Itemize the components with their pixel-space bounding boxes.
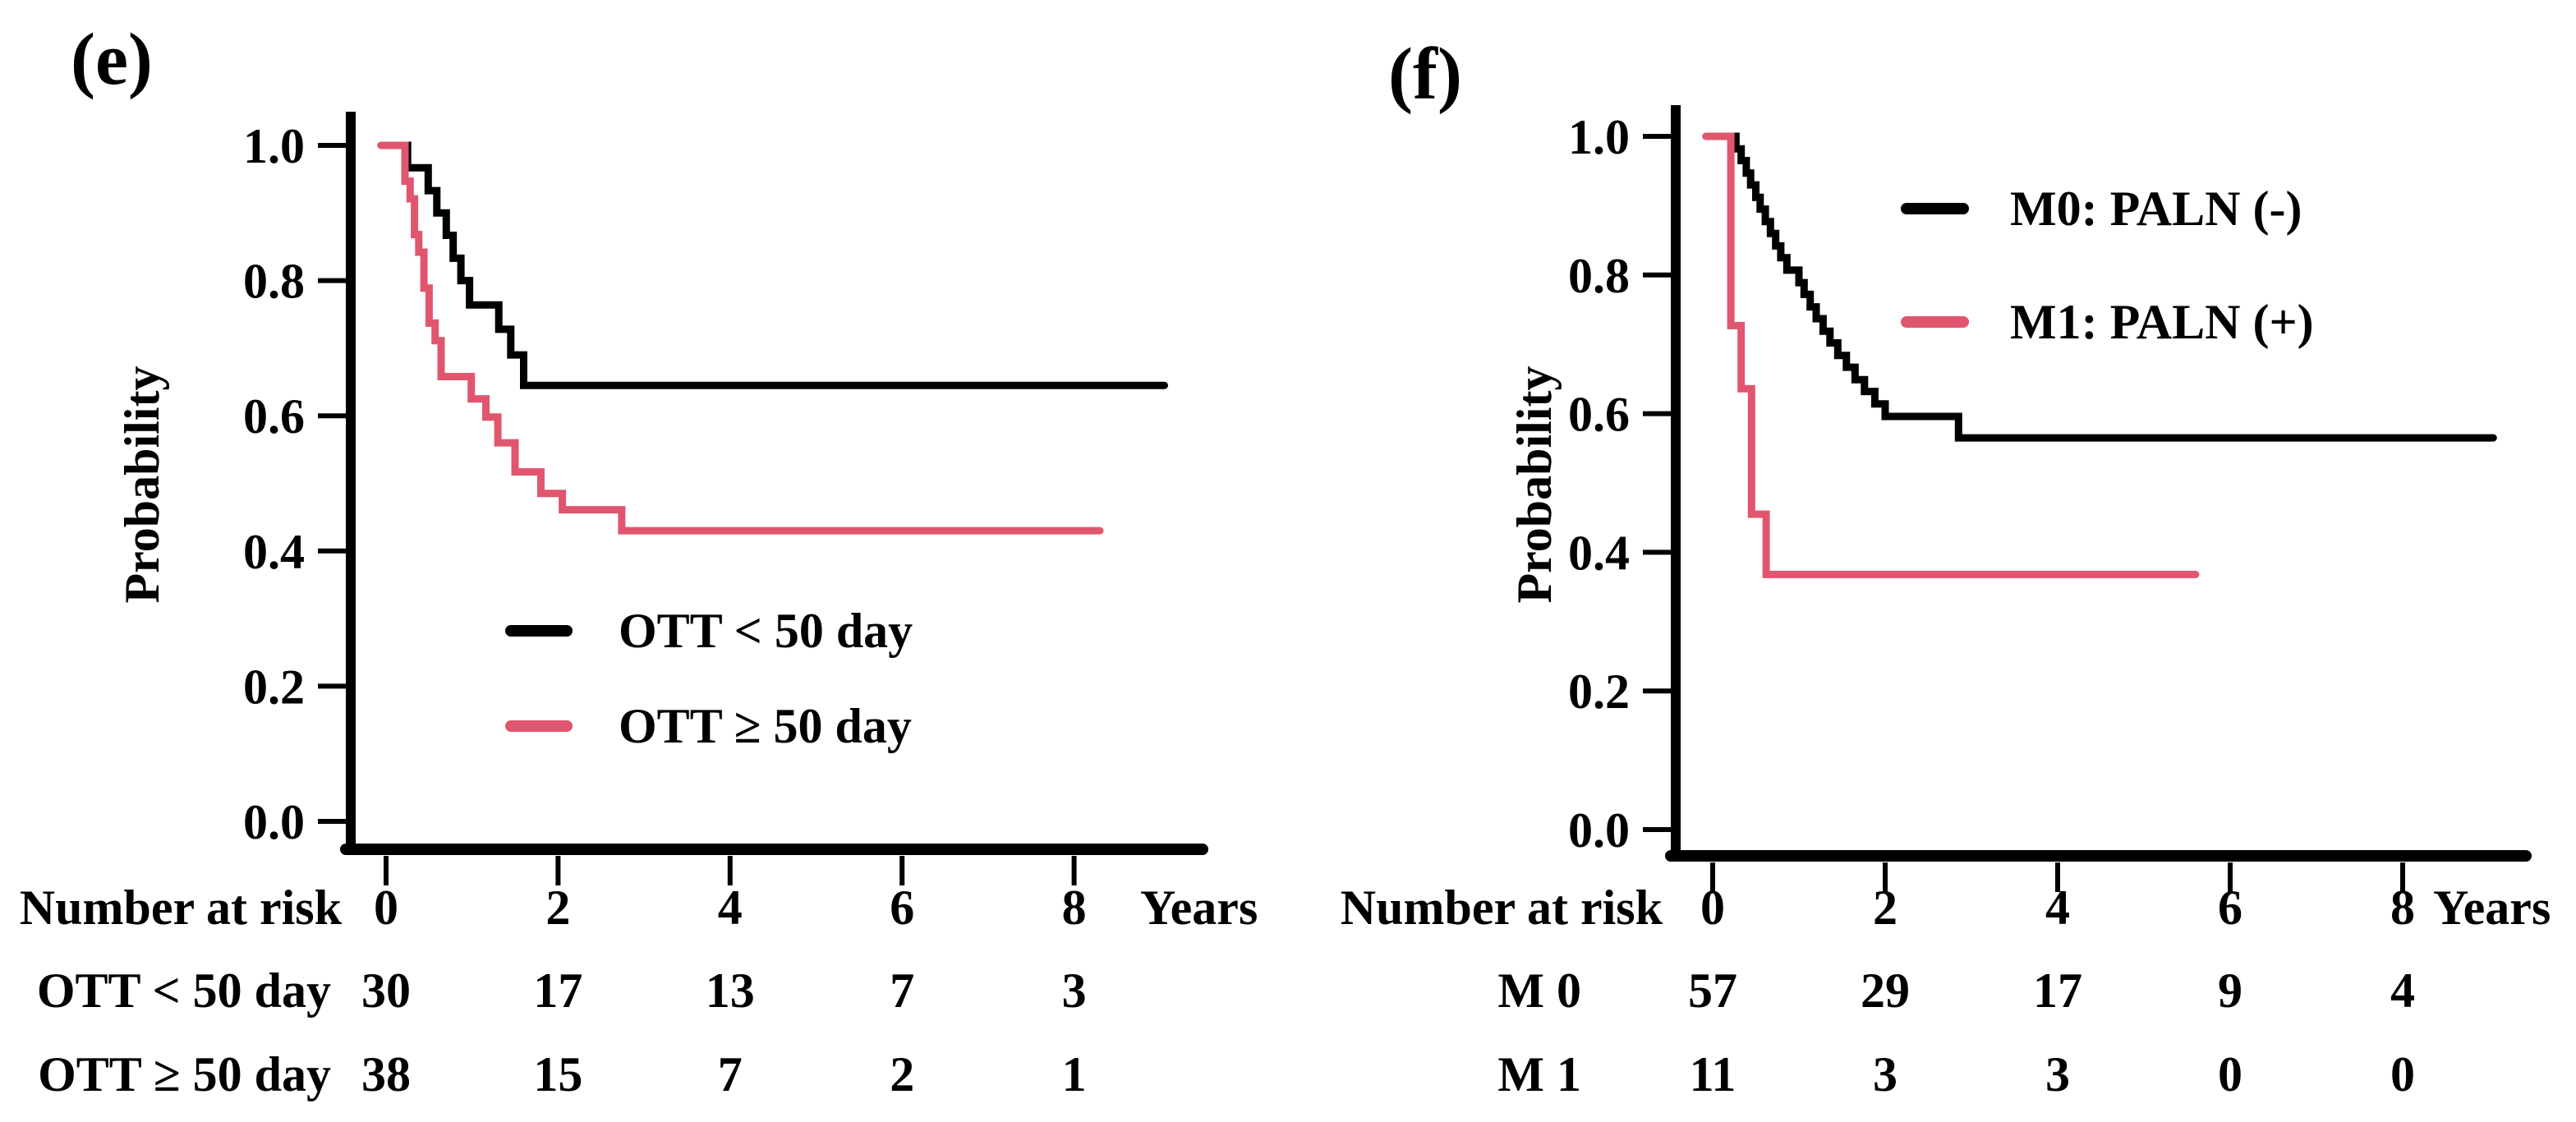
panel-e-curves [377,141,1168,535]
y-tick-label: 0.6 [1568,388,1630,442]
x-tick-label: 6 [890,881,914,935]
y-tick-label: 0.6 [243,389,305,444]
risk-row-label-m0: M 0 [1497,963,1581,1018]
panel-f: (f) Probability 1.00.80.60.40.20.00 2 4 6 8 … [1341,34,2551,1101]
legend-label-ott-lt50: OTT < 50 day [619,604,913,658]
x-tick-label: 6 [2218,881,2242,935]
panel-e-axes: 1.0 0.8 0.6 0.4 0.2 0.0 0 2 4 6 8 [243,112,1208,935]
km-curve-f-1 [1702,132,2200,578]
risk-count: 3 [1873,1047,1898,1101]
risk-count: 0 [2218,1047,2242,1101]
risk-count: 29 [1861,963,1910,1018]
x-tick-label: 4 [2045,881,2070,935]
panel-f-title: (f) [1388,34,1462,115]
panel-f-x-axis-unit: Years [2433,881,2551,935]
x-tick-label: 0 [374,881,398,935]
panel-e: (e) Probability 1.00.80.60.40.20.00 2 4 6 8 … [20,19,1258,1101]
risk-row-label-m1: M 1 [1497,1047,1581,1101]
risk-counts: 57 29 17 9 4 11 3 3 0 0 [1688,963,2415,1101]
y-tick-label: 0.0 [1568,803,1630,858]
risk-table-header: Number at risk [1341,881,1663,935]
x-tick-label: 8 [2390,881,2415,935]
panel-e-risk-table: Number at risk OTT < 50 day OTT ≥ 50 day… [20,881,1087,1101]
risk-count: 9 [2218,963,2242,1018]
risk-count: 1 [1062,1047,1087,1101]
risk-count: 17 [533,963,582,1018]
legend-label-m1: M1: PALN (+) [2010,295,2314,349]
panel-e-legend: OTT < 50 day OTT ≥ 50 day [505,604,913,753]
risk-count: 15 [533,1047,582,1101]
y-tick-label: 0.0 [243,795,305,849]
km-curve-f-0 [1709,132,2497,442]
y-tick-label: 1.0 [243,119,305,173]
y-tick-label: 0.8 [1568,249,1630,303]
panel-f-legend: M0: PALN (-) M1: PALN (+) [1901,182,2314,349]
x-tick-label: 4 [718,881,743,935]
risk-count: 3 [1062,963,1087,1018]
y-tick-label: 0.4 [1568,526,1630,580]
legend-label-ott-ge50: OTT ≥ 50 day [619,699,912,753]
y-tick-label: 0.2 [1568,664,1630,719]
risk-count: 0 [2390,1047,2415,1101]
risk-count: 57 [1688,963,1737,1018]
x-tick-label: 8 [1062,881,1087,935]
risk-count: 30 [361,963,411,1018]
risk-row-label-ott-lt50: OTT < 50 day [37,963,331,1018]
km-curve-e-0 [382,141,1168,389]
panel-f-axes: 1.0 0.8 0.6 0.4 0.2 0.0 0 2 4 6 8 [1568,105,2532,935]
risk-row-label-ott-ge50: OTT ≥ 50 day [38,1047,331,1101]
panel-f-y-axis-label: Probability [1507,366,1562,604]
risk-count: 11 [1690,1047,1736,1101]
risk-table-header: Number at risk [20,881,343,935]
y-tick-label: 0.4 [243,525,305,579]
x-tick-label: 2 [1873,881,1898,935]
panel-f-curves [1702,132,2497,578]
risk-count: 7 [890,963,914,1018]
panel-e-title: (e) [71,19,153,100]
legend-label-m0: M0: PALN (-) [2010,182,2302,236]
y-tick-label: 0.8 [243,255,305,309]
y-tick-label: 0.2 [243,660,305,714]
panel-e-x-axis-unit: Years [1140,881,1258,935]
km-curve-e-1 [377,141,1104,535]
risk-count: 13 [706,963,755,1018]
x-tick-label: 0 [1700,881,1725,935]
x-tick-label: 2 [545,881,570,935]
risk-count: 38 [361,1047,411,1101]
risk-count: 4 [2390,963,2415,1018]
risk-count: 2 [890,1047,914,1101]
panel-f-risk-table: Number at risk M 0 M 1 57 29 17 9 4 11 3 3 0 0 [1341,881,2415,1101]
panel-e-y-axis-label: Probability [115,366,169,604]
risk-count: 7 [718,1047,743,1101]
y-tick-label: 1.0 [1568,110,1630,164]
risk-count: 3 [2045,1047,2070,1101]
risk-counts: 30 17 13 7 3 38 15 7 2 1 [361,963,1087,1101]
risk-count: 17 [2033,963,2082,1018]
